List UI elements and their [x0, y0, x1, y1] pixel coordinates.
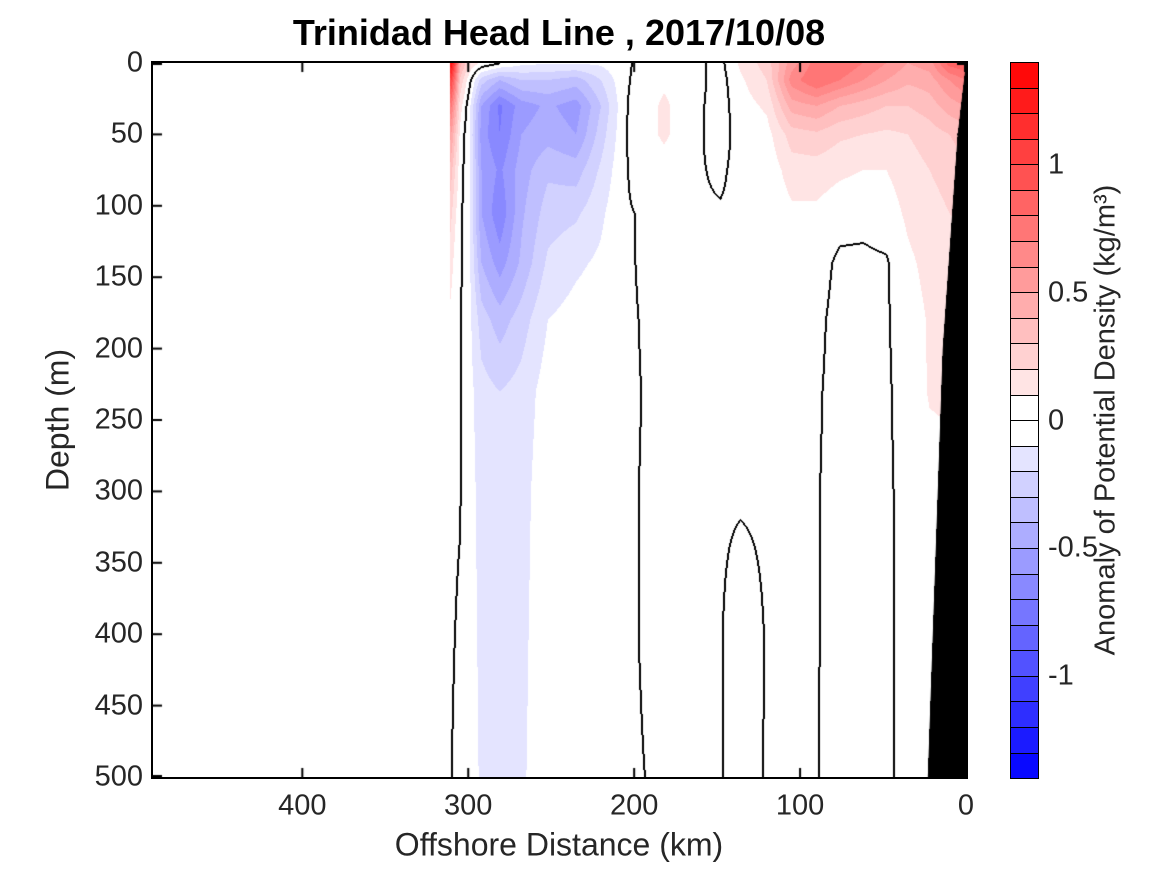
y-axis-label: Depth (m) [39, 348, 76, 492]
y-tick-label: 400 [94, 617, 143, 650]
colorbar-tick-label: 0.5 [1048, 276, 1089, 309]
density-anomaly-canvas [153, 63, 966, 777]
colorbar-tick-label: -0.5 [1048, 531, 1098, 564]
colorbar-cell [1011, 600, 1038, 626]
colorbar-cell [1011, 728, 1038, 754]
colorbar-axis-label: Anomaly of Potential Density (kg/m³) [1089, 184, 1122, 656]
colorbar-cell [1011, 216, 1038, 243]
colorbar-cell [1011, 242, 1038, 268]
colorbar-cell [1011, 421, 1038, 447]
y-tick-label: 250 [94, 403, 143, 436]
x-tick-label: 400 [278, 789, 327, 822]
y-tick-label: 200 [94, 332, 143, 365]
x-tick-label: 0 [957, 789, 975, 822]
colorbar-cell [1011, 753, 1038, 779]
y-tick-label: 50 [110, 117, 143, 150]
colorbar-cell [1011, 318, 1038, 345]
colorbar-cell [1011, 165, 1038, 191]
y-tick-label: 450 [94, 689, 143, 722]
colorbar-cell [1011, 472, 1038, 498]
colorbar-cell [1011, 523, 1038, 549]
colorbar-cell [1011, 267, 1038, 294]
x-tick-label: 300 [444, 789, 493, 822]
y-tick-label: 500 [94, 760, 143, 793]
x-tick-label: 100 [775, 789, 825, 822]
colorbar-cell [1011, 139, 1038, 166]
colorbar-cell [1011, 395, 1038, 422]
colorbar-tick-label: -1 [1048, 659, 1074, 692]
colorbar-cell [1011, 446, 1038, 473]
y-tick-label: 0 [126, 46, 143, 79]
y-tick-label: 300 [94, 474, 143, 507]
colorbar-cell [1011, 702, 1038, 729]
plot-area [151, 61, 968, 779]
colorbar-cell [1011, 63, 1038, 89]
colorbar-cell [1011, 651, 1038, 677]
chart-title: Trinidad Head Line , 2017/10/08 [292, 12, 826, 53]
colorbar-cell [1011, 497, 1038, 524]
y-tick-label: 350 [94, 546, 143, 579]
y-tick-label: 100 [94, 189, 143, 222]
colorbar-tick-label: 1 [1048, 148, 1065, 181]
x-axis-label: Offshore Distance (km) [394, 826, 724, 863]
colorbar-cell [1011, 369, 1038, 396]
colorbar-cell [1011, 548, 1038, 575]
colorbar-cell [1011, 625, 1038, 652]
y-tick-label: 150 [94, 260, 143, 293]
colorbar-cell [1011, 676, 1038, 703]
colorbar-cell [1011, 344, 1038, 370]
colorbar-cell [1011, 114, 1038, 140]
x-tick-label: 200 [609, 789, 659, 822]
colorbar-cell [1011, 88, 1038, 115]
colorbar-cell [1011, 190, 1038, 217]
colorbar-cell [1011, 574, 1038, 601]
colorbar-cell [1011, 293, 1038, 319]
colorbar [1010, 62, 1039, 779]
colorbar-tick-label: 0 [1048, 404, 1065, 436]
